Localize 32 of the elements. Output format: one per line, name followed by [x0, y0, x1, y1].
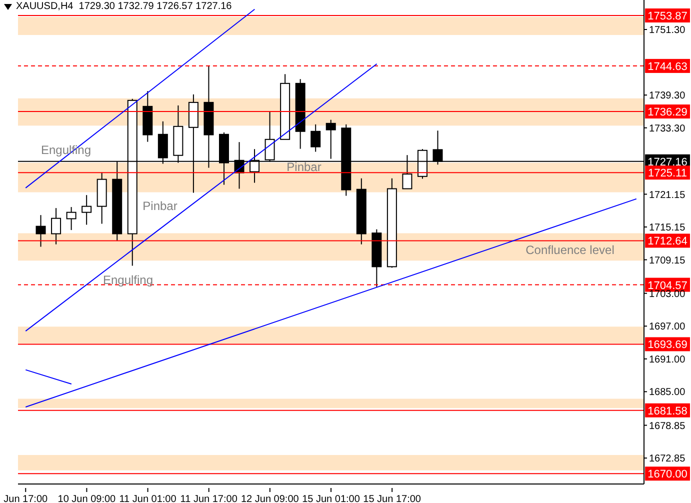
ref-line-label: 1725.11: [648, 168, 687, 180]
ref-line-label: 1744.63: [648, 60, 688, 73]
annotation: Pinbar: [142, 199, 178, 213]
annotation: Confluence level: [526, 243, 614, 257]
annotation: Pinbar: [286, 160, 322, 174]
x-tick-label: Jun 17:00: [4, 494, 48, 503]
x-tick-label: 10 Jun 09:00: [58, 494, 116, 503]
x-tick-label: 15 Jun 01:00: [302, 494, 360, 503]
y-tick-label: 1691.00: [649, 354, 686, 366]
y-tick-label: 1678.85: [649, 420, 686, 432]
chart-title: XAUUSD,H4 1729.30 1732.79 1726.57 1727.16: [16, 1, 232, 12]
ref-line-label: 1727.16: [648, 156, 688, 168]
y-tick-label: 1697.00: [649, 322, 686, 333]
annotation: Engulfing: [102, 273, 154, 287]
y-tick-label: 1733.30: [649, 123, 686, 134]
x-tick-label: 12 Jun 09:00: [241, 494, 300, 503]
ref-line-label: 1681.58: [648, 405, 688, 418]
y-tick-label: 1751.30: [649, 25, 686, 36]
x-tick-label: 11 Jun 01:00: [119, 494, 177, 503]
y-tick-label: 1721.15: [649, 190, 686, 201]
x-tick-label: 11 Jun 17:00: [180, 494, 238, 503]
y-tick-label: 1685.00: [649, 387, 686, 398]
y-tick-label: 1715.15: [649, 222, 686, 234]
ref-line-label: 1736.29: [648, 106, 688, 118]
ref-line-label: 1753.87: [648, 10, 688, 22]
ref-line-label: 1670.00: [648, 468, 688, 481]
ref-line-label: 1712.64: [648, 236, 688, 248]
y-tick-label: 1672.85: [649, 454, 686, 465]
y-tick-label: 1709.15: [649, 255, 686, 266]
ref-line-label: 1693.69: [648, 339, 688, 352]
x-tick-label: 15 Jun 17:00: [363, 494, 422, 503]
y-tick-label: 1739.30: [649, 90, 686, 102]
